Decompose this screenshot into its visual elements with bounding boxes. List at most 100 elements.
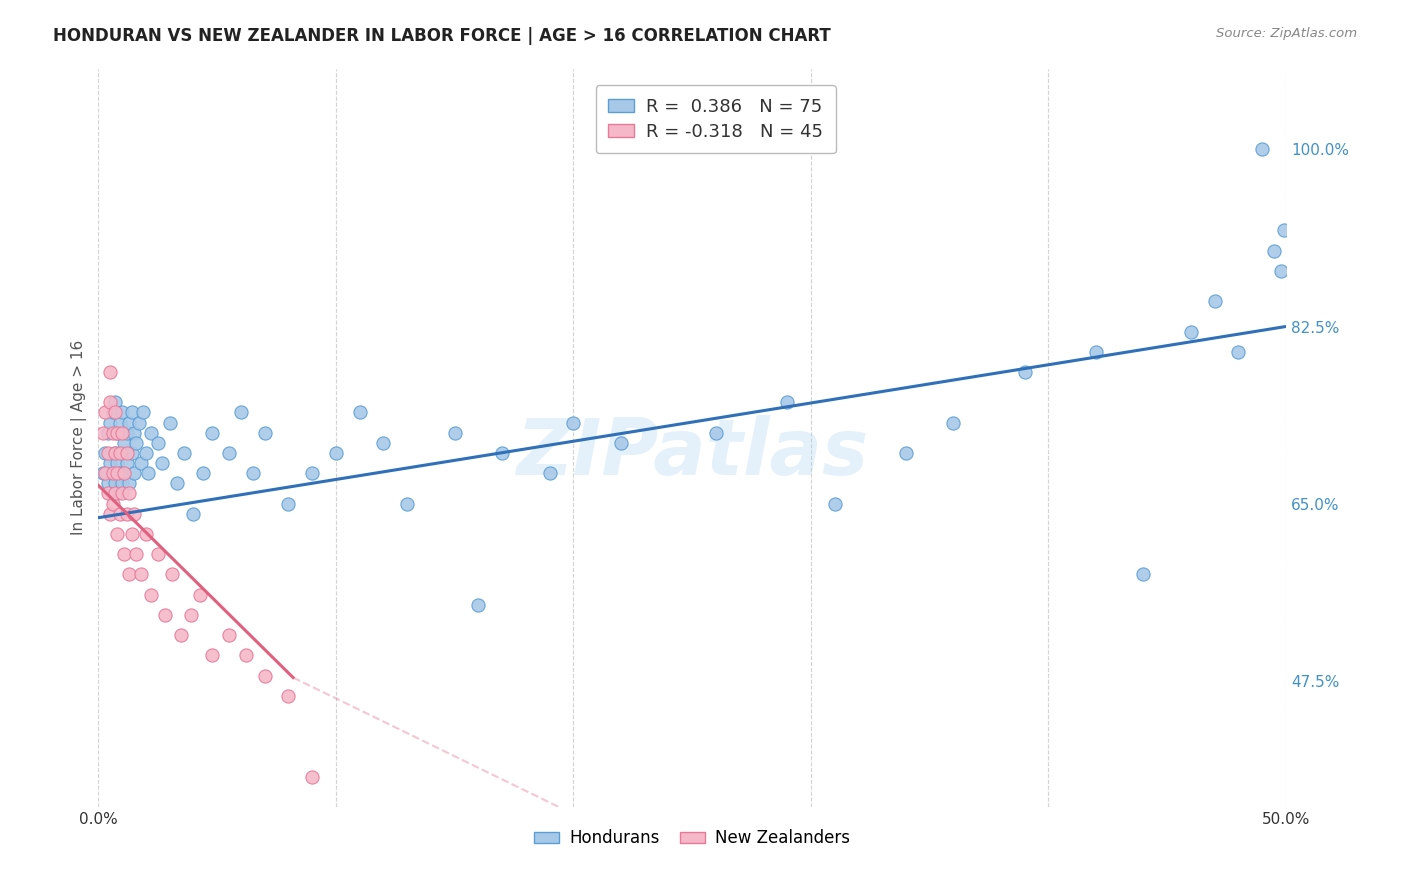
- Point: [105, 486, 128, 500]
- Point: [125, 435, 148, 450]
- Point: [104, 446, 127, 460]
- Point: [111, 446, 134, 460]
- Point: [111, 405, 134, 419]
- Point: [94, 466, 117, 480]
- Point: [160, 567, 183, 582]
- Point: [118, 486, 141, 500]
- Point: [253, 425, 276, 440]
- Point: [98, 416, 121, 430]
- Point: [942, 416, 965, 430]
- Point: [97, 476, 120, 491]
- Point: [191, 466, 214, 480]
- Point: [301, 770, 323, 784]
- Point: [111, 486, 134, 500]
- Point: [491, 446, 513, 460]
- Point: [218, 628, 240, 642]
- Point: [98, 395, 121, 409]
- Point: [146, 435, 169, 450]
- Point: [170, 628, 193, 642]
- Point: [104, 476, 127, 491]
- Point: [325, 446, 347, 460]
- Point: [277, 689, 299, 703]
- Point: [190, 588, 212, 602]
- Point: [301, 466, 323, 480]
- Point: [94, 405, 117, 419]
- Point: [229, 405, 252, 419]
- Point: [894, 446, 917, 460]
- Point: [118, 416, 141, 430]
- Point: [101, 466, 124, 480]
- Point: [111, 425, 134, 440]
- Point: [111, 476, 134, 491]
- Point: [114, 435, 136, 450]
- Point: [125, 547, 148, 561]
- Point: [396, 497, 419, 511]
- Point: [562, 416, 585, 430]
- Point: [180, 607, 202, 622]
- Point: [139, 588, 162, 602]
- Point: [128, 416, 150, 430]
- Point: [610, 435, 633, 450]
- Point: [115, 446, 138, 460]
- Point: [104, 405, 127, 419]
- Point: [101, 466, 124, 480]
- Point: [108, 446, 131, 460]
- Point: [121, 446, 143, 460]
- Point: [242, 466, 264, 480]
- Point: [129, 567, 152, 582]
- Point: [98, 507, 121, 521]
- Point: [704, 425, 727, 440]
- Point: [97, 425, 120, 440]
- Point: [104, 446, 127, 460]
- Point: [122, 466, 145, 480]
- Point: [105, 527, 128, 541]
- Point: [1132, 567, 1154, 582]
- Point: [108, 466, 131, 480]
- Point: [139, 425, 162, 440]
- Point: [467, 598, 489, 612]
- Point: [253, 668, 276, 682]
- Point: [135, 527, 157, 541]
- Point: [114, 466, 136, 480]
- Point: [1014, 365, 1036, 379]
- Point: [1227, 344, 1250, 359]
- Point: [443, 425, 465, 440]
- Point: [91, 466, 114, 480]
- Point: [776, 395, 799, 409]
- Point: [108, 416, 131, 430]
- Point: [129, 456, 152, 470]
- Point: [1180, 325, 1202, 339]
- Point: [122, 507, 145, 521]
- Point: [104, 395, 127, 409]
- Point: [97, 486, 120, 500]
- Point: [201, 425, 224, 440]
- Point: [132, 405, 155, 419]
- Point: [115, 456, 138, 470]
- Point: [97, 446, 120, 460]
- Text: ZIPatlas: ZIPatlas: [516, 415, 869, 491]
- Point: [105, 425, 128, 440]
- Point: [114, 547, 136, 561]
- Point: [166, 476, 188, 491]
- Point: [118, 567, 141, 582]
- Point: [824, 497, 846, 511]
- Point: [115, 507, 138, 521]
- Point: [98, 365, 121, 379]
- Y-axis label: In Labor Force | Age > 16: In Labor Force | Age > 16: [72, 340, 87, 535]
- Point: [115, 425, 138, 440]
- Point: [101, 425, 124, 440]
- Point: [146, 547, 169, 561]
- Point: [1272, 223, 1295, 237]
- Point: [153, 607, 176, 622]
- Point: [373, 435, 395, 450]
- Point: [1263, 244, 1285, 258]
- Point: [121, 527, 143, 541]
- Point: [114, 466, 136, 480]
- Point: [108, 507, 131, 521]
- Point: [538, 466, 561, 480]
- Text: HONDURAN VS NEW ZEALANDER IN LABOR FORCE | AGE > 16 CORRELATION CHART: HONDURAN VS NEW ZEALANDER IN LABOR FORCE…: [53, 27, 831, 45]
- Point: [94, 446, 117, 460]
- Point: [173, 446, 195, 460]
- Point: [135, 446, 157, 460]
- Point: [349, 405, 371, 419]
